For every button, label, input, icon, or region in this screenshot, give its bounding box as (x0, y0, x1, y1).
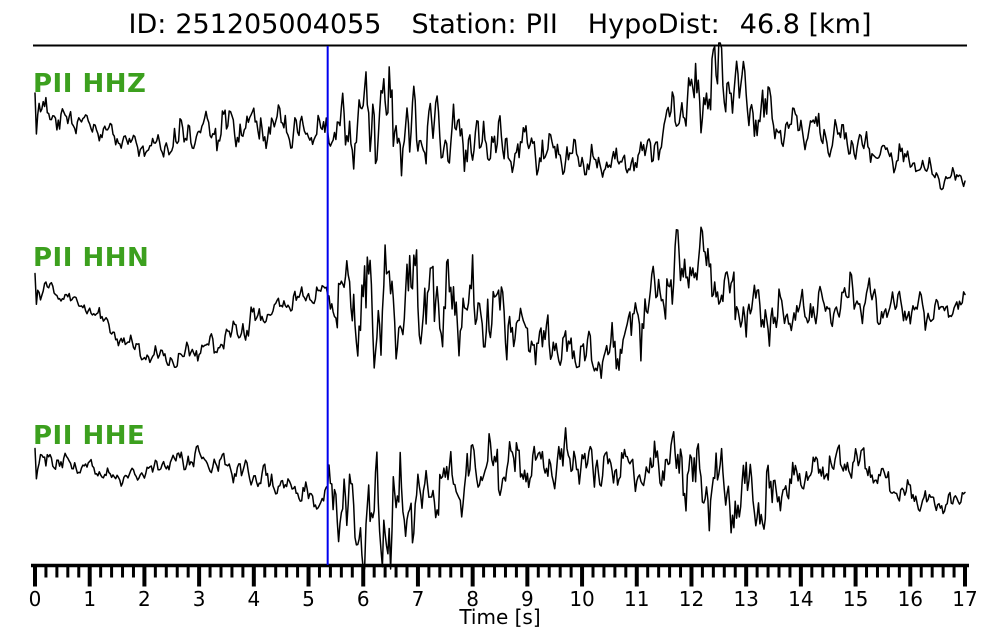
x-tick-label: 15 (843, 587, 868, 611)
hypodist-label: HypoDist: (587, 9, 720, 40)
x-tick-label: 8 (466, 587, 479, 611)
x-tick-label: 4 (247, 587, 260, 611)
channel-label-hhz: PII HHZ (33, 69, 147, 99)
event-id-segment: ID: 251205004055 (128, 9, 381, 40)
event-id-label: ID: (128, 9, 167, 40)
x-tick-label: 7 (412, 587, 425, 611)
x-tick-label: 9 (521, 587, 534, 611)
x-tick-label: 13 (733, 587, 758, 611)
waveform-trace-hhz (34, 42, 966, 191)
x-tick-label: 0 (29, 587, 42, 611)
station-label: Station: (411, 9, 517, 40)
x-tick-label: 5 (302, 587, 315, 611)
x-tick-label: 12 (679, 587, 704, 611)
waveform-trace-hhn (34, 226, 966, 379)
x-tick-label: 17 (952, 587, 977, 611)
x-tick-label: 16 (898, 587, 923, 611)
channel-label-hhn: PII HHN (33, 243, 150, 273)
hypodist-value: 46.8 [km] (739, 9, 872, 40)
waveform-trace-hhe (34, 427, 966, 570)
x-tick-label: 14 (788, 587, 813, 611)
x-axis-title: Time [s] (458, 605, 540, 629)
channel-label-hhe: PII HHE (33, 421, 146, 451)
event-id-value: 251205004055 (175, 9, 382, 40)
station-value: PII (525, 9, 558, 40)
x-tick-label: 10 (569, 587, 594, 611)
x-tick-label: 2 (138, 587, 151, 611)
x-tick-label: 11 (624, 587, 649, 611)
station-segment: Station: PII (411, 9, 557, 40)
x-tick-label: 1 (83, 587, 96, 611)
figure-title: ID: 251205004055 Station: PII HypoDist: … (0, 9, 1000, 40)
hypodist-segment: HypoDist: 46.8 [km] (588, 9, 872, 40)
x-tick-label: 6 (357, 587, 370, 611)
x-tick-label: 3 (193, 587, 206, 611)
